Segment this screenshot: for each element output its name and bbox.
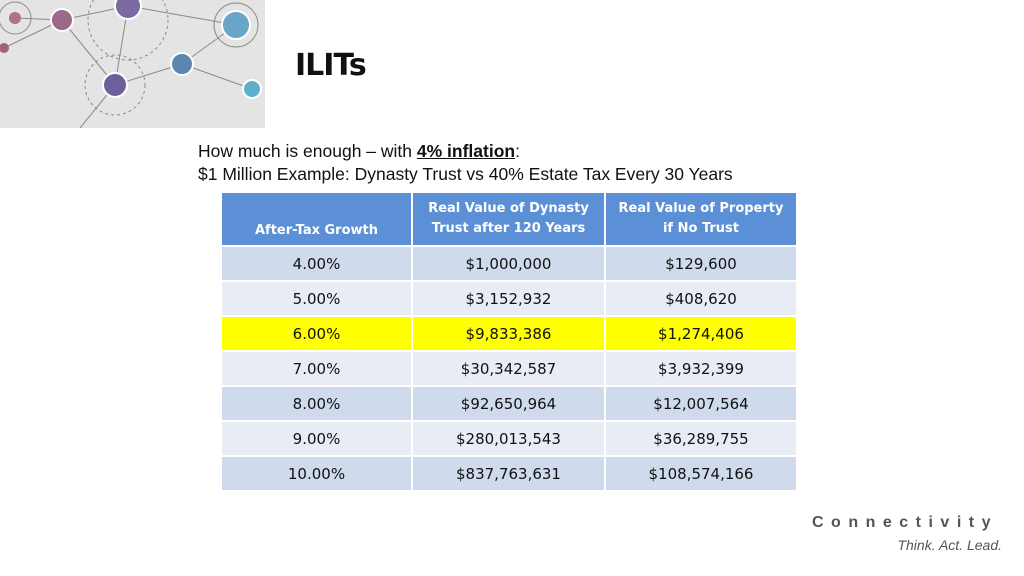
table-cell: $92,650,964 bbox=[412, 386, 606, 422]
table-row: 9.00% $280,013,543 $36,289,755 bbox=[222, 421, 798, 457]
table-cell: 4.00% bbox=[222, 246, 413, 282]
table-cell: 6.00% bbox=[222, 316, 413, 352]
table-row: 7.00% $30,342,587 $3,932,399 bbox=[222, 351, 798, 387]
table-row: 8.00% $92,650,964 $12,007,564 bbox=[222, 386, 798, 422]
table-row: 10.00% $837,763,631 $108,574,166 bbox=[222, 456, 798, 492]
tagline: Think. Act. Lead. bbox=[897, 537, 1002, 553]
table-cell: $408,620 bbox=[605, 281, 798, 317]
intro: How much is enough – with 4% inflation: … bbox=[198, 140, 733, 186]
table-cell: $9,833,386 bbox=[412, 316, 606, 352]
header-row: After-Tax Growth Real Value of Dynasty Tr… bbox=[222, 193, 798, 247]
table-cell: 9.00% bbox=[222, 421, 413, 457]
intro-line2: $1 Million Example: Dynasty Trust vs 40%… bbox=[198, 164, 733, 184]
table-cell: $12,007,564 bbox=[605, 386, 798, 422]
table-cell: $30,342,587 bbox=[412, 351, 606, 387]
column-header: Real Value of Dynasty Trust after 120 Ye… bbox=[412, 193, 606, 247]
intro-suffix: : bbox=[515, 141, 520, 161]
table-cell: $837,763,631 bbox=[412, 456, 606, 492]
column-header: Real Value of Property if No Trust bbox=[605, 193, 798, 247]
intro-emphasis: 4% inflation bbox=[416, 141, 516, 161]
network-graphic bbox=[0, 0, 265, 128]
table-row: 6.00% $9,833,386 $1,274,406 bbox=[222, 316, 798, 352]
slide-title: ILITs bbox=[295, 48, 367, 83]
table-cell: $1,000,000 bbox=[412, 246, 606, 282]
brand: Connectivity bbox=[811, 514, 998, 531]
table-cell: $108,574,166 bbox=[605, 456, 798, 492]
column-header: After-Tax Growth bbox=[222, 193, 413, 247]
table-cell: $280,013,543 bbox=[412, 421, 606, 457]
table-row: 5.00% $3,152,932 $408,620 bbox=[222, 281, 798, 317]
table-cell: 10.00% bbox=[222, 456, 413, 492]
table-cell: 5.00% bbox=[222, 281, 413, 317]
table-cell: 7.00% bbox=[222, 351, 413, 387]
intro-text: How much is enough – with bbox=[198, 141, 417, 161]
table-cell: $36,289,755 bbox=[605, 421, 798, 457]
table-cell: 8.00% bbox=[222, 386, 413, 422]
data-table: After-Tax Growth Real Value of Dynasty Tr… bbox=[222, 193, 798, 492]
table-cell: $129,600 bbox=[605, 246, 798, 282]
table-cell: $3,932,399 bbox=[605, 351, 798, 387]
table-cell: $3,152,932 bbox=[412, 281, 606, 317]
table-cell: $1,274,406 bbox=[605, 316, 798, 352]
table-row: 4.00% $1,000,000 $129,600 bbox=[222, 246, 798, 282]
